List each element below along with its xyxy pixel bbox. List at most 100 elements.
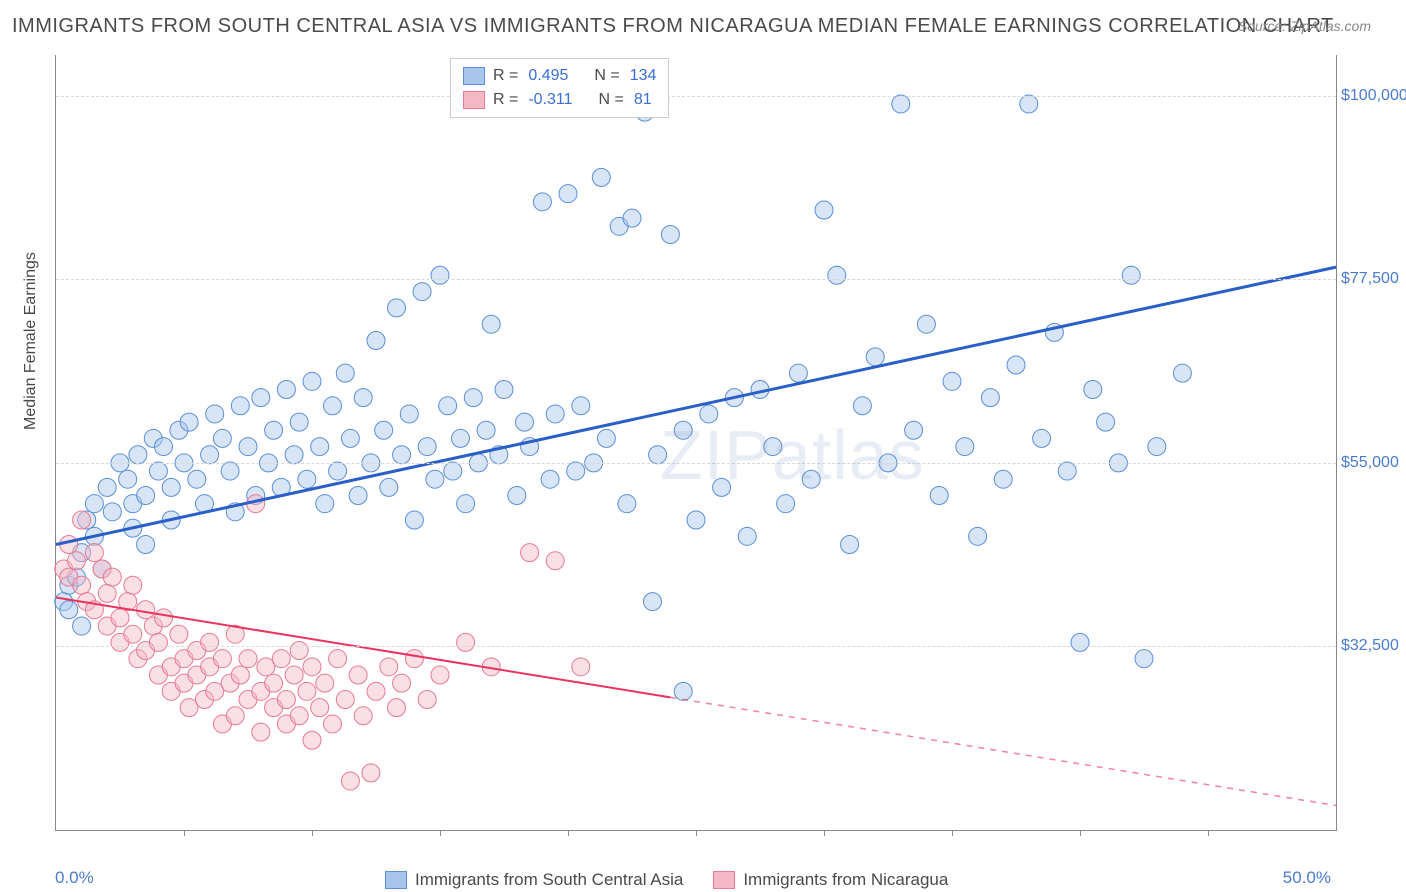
data-point [265,674,283,692]
x-tick [440,830,441,836]
data-point [841,535,859,553]
data-point [349,666,367,684]
data-point [567,462,585,480]
data-point [85,495,103,513]
data-point [482,315,500,333]
legend-swatch-0 [463,67,485,85]
data-point [170,625,188,643]
x-axis-max-label: 50.0% [1283,868,1331,888]
data-point [400,405,418,423]
data-point [349,487,367,505]
data-point [272,650,290,668]
data-point [290,707,308,725]
data-point [393,674,411,692]
data-point [103,503,121,521]
data-point [815,201,833,219]
data-point [1058,462,1076,480]
data-point [290,642,308,660]
data-point [674,682,692,700]
y-tick-label: $32,500 [1341,637,1406,655]
data-point [418,438,436,456]
data-point [541,470,559,488]
data-point [298,470,316,488]
data-point [802,470,820,488]
n-label: N = [594,64,619,88]
data-point [119,470,137,488]
data-point [1084,380,1102,398]
data-point [994,470,1012,488]
data-point [661,225,679,243]
data-point [592,168,610,186]
data-point [252,723,270,741]
series-name-1: Immigrants from Nicaragua [743,870,948,890]
r-value-1: -0.311 [528,88,572,112]
chart-title: IMMIGRANTS FROM SOUTH CENTRAL ASIA VS IM… [12,15,1334,38]
gridline [56,463,1336,464]
data-point [311,699,329,717]
x-tick [952,830,953,836]
data-point [226,707,244,725]
data-point [73,511,91,529]
data-point [738,527,756,545]
data-point [1135,650,1153,668]
data-point [1033,429,1051,447]
data-point [457,633,475,651]
data-point [323,397,341,415]
data-point [98,584,116,602]
data-point [303,731,321,749]
data-point [981,389,999,407]
data-point [1097,413,1115,431]
data-point [649,446,667,464]
data-point [674,421,692,439]
data-point [1071,633,1089,651]
data-point [103,568,121,586]
data-point [149,633,167,651]
n-value-0: 134 [630,64,657,88]
data-point [375,421,393,439]
data-point [354,389,372,407]
data-point [700,405,718,423]
data-point [597,429,615,447]
data-point [316,495,334,513]
data-point [323,715,341,733]
data-point [329,650,347,668]
data-point [444,462,462,480]
legend-swatch-0b [385,871,407,889]
data-point [129,446,147,464]
data-point [572,658,590,676]
r-label: R = [493,88,518,112]
data-point [477,421,495,439]
data-point [777,495,795,513]
data-point [464,389,482,407]
data-point [155,609,173,627]
data-point [892,95,910,113]
data-point [201,446,219,464]
gridline [56,96,1336,97]
data-point [1173,364,1191,382]
series-legend: Immigrants from South Central Asia Immig… [385,870,948,890]
data-point [387,299,405,317]
data-point [431,666,449,684]
data-point [303,372,321,390]
data-point [201,633,219,651]
y-axis-label: Median Female Earnings [22,252,40,430]
data-point [521,544,539,562]
data-point [155,438,173,456]
data-point [298,682,316,700]
data-point [764,438,782,456]
data-point [956,438,974,456]
data-point [387,699,405,717]
data-point [252,389,270,407]
data-point [713,478,731,496]
data-point [285,446,303,464]
data-point [137,487,155,505]
y-tick-label: $55,000 [1341,454,1406,472]
data-point [277,690,295,708]
data-point [124,625,142,643]
data-point [73,617,91,635]
legend-row-series-0: R = 0.495 N = 134 [463,64,656,88]
data-point [643,593,661,611]
data-point [1122,266,1140,284]
data-point [687,511,705,529]
data-point [231,666,249,684]
